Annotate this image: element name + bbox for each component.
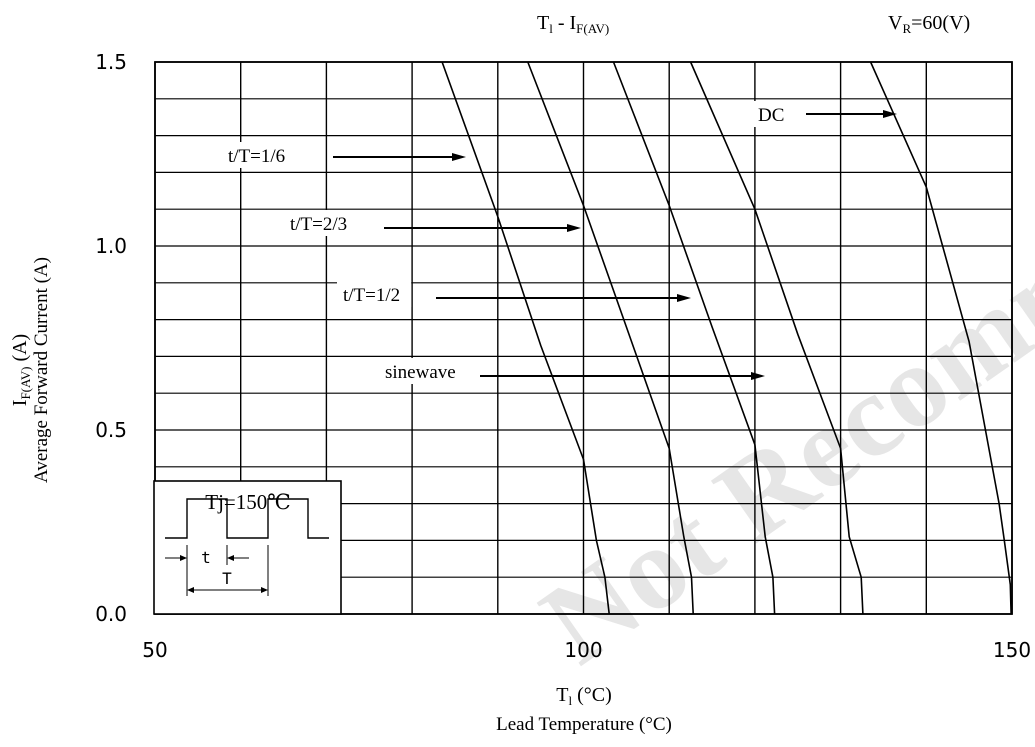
x-tick-label: 100 [564,638,602,662]
title-sep: - I [553,12,576,34]
condition-main: V [888,12,903,34]
T-arrow-left-head [187,587,194,593]
y-axis-label-group: IF(AV) (A) Average Forward Current (A) [9,257,52,483]
annotation-arrowhead [883,110,897,118]
inset-T-label: T [222,569,232,588]
x-axis-label: Tl (°C) [556,684,612,708]
annotation-bg [222,142,297,168]
inset-box: Tj=150℃ t T [153,480,342,615]
title-main: T [537,12,549,34]
annotation-bg [337,281,412,307]
y-axis-label: IF(AV) (A) [9,334,33,406]
x-tick-label: 150 [993,638,1031,662]
pulse-waveform [165,498,329,539]
annotation-label: sinewave [385,362,456,383]
t-arrow-left-head [180,555,187,561]
x-label-tail: (°C) [572,684,612,706]
annotation-arrowhead [452,153,466,161]
annotation-arrowhead [751,372,765,380]
x-tick-label: 50 [142,638,167,662]
condition-tail: =60(V) [911,12,970,34]
title-sub2: F(AV) [576,21,609,36]
annotation-label: DC [758,105,784,126]
annotation-label: t/T=2/3 [290,214,347,235]
series-line [689,61,864,615]
annotation-bg [752,101,784,127]
series-line [869,61,1012,615]
condition-sub: R [902,21,911,36]
y-tick-label: 0.5 [95,418,127,442]
curves [441,61,1012,615]
series-line [527,61,694,615]
y-tick-label: 1.5 [95,50,127,74]
x-axis-label-2: Lead Temperature (°C) [496,714,672,735]
x-label-main: T [556,684,568,706]
inset-t-label: t [201,548,211,567]
annotations: t/T=1/6 t/T=2/3 t/T=1/2 sinewave DC [222,101,897,384]
title-sub: l [549,21,553,36]
series-line [612,61,776,615]
x-label-sub: l [568,693,572,708]
y-label-sub: F(AV) [18,367,33,400]
T-arrow-right-head [261,587,268,593]
inset-frame [153,480,342,615]
y-label-main: I [9,400,31,407]
annotation-arrowhead [567,224,581,232]
grid [154,61,1013,615]
annotation-bg [379,358,462,384]
tick-labels: 50 100 150 0.0 0.5 1.0 1.5 [95,50,1031,662]
t-arrow-right-head [227,555,234,561]
chart-condition: VR=60(V) [888,12,970,36]
y-axis-label-2: Average Forward Current (A) [31,257,52,483]
annotation-arrowhead [677,294,691,302]
annotation-label: t/T=1/6 [228,146,285,167]
plot-frame [154,61,1013,615]
annotation-bg [284,210,359,236]
series-line [441,61,610,615]
chart-title: Tl - IF(AV) [537,12,609,36]
y-tick-label: 1.0 [95,234,127,258]
inset-temp-label: Tj=150℃ [205,490,291,514]
y-tick-label: 0.0 [95,602,127,626]
annotation-label: t/T=1/2 [343,285,400,306]
y-label-tail: (A) [9,334,31,367]
